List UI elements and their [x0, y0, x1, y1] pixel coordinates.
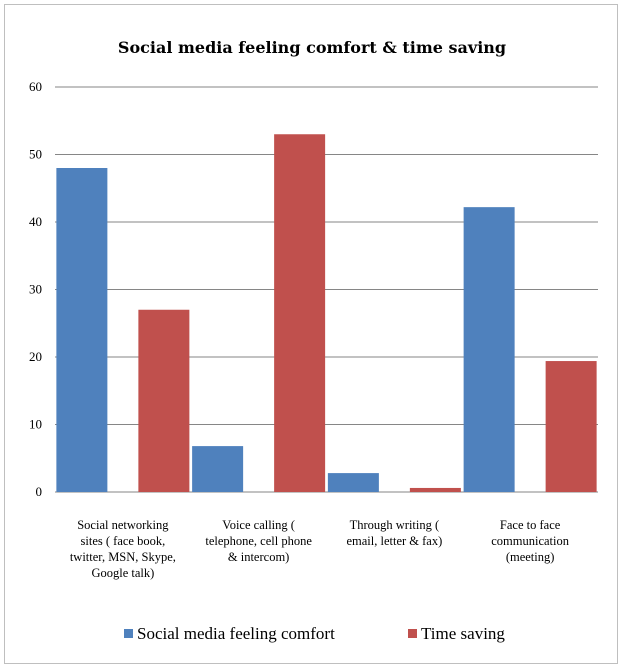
- x-category-label: Through writing (email, letter & fax): [346, 518, 442, 548]
- bar-time-saving: [138, 309, 190, 492]
- legend-swatch: [408, 629, 417, 638]
- y-tick-label: 20: [29, 349, 42, 364]
- chart-title: Social media feeling comfort & time savi…: [118, 38, 506, 57]
- x-category-label: Voice calling (telephone, cell phone & in…: [205, 518, 312, 564]
- x-category-label: Social networking sites ( face book, twitt…: [70, 518, 176, 580]
- y-axis-ticks: 0 10 20 30 40 50 60: [29, 79, 42, 499]
- bar-time-saving: [545, 361, 597, 492]
- bars: [56, 134, 597, 492]
- bar-time-saving: [274, 134, 326, 492]
- legend-label: Social media feeling comfort: [137, 624, 335, 643]
- bar-time-saving: [409, 487, 461, 492]
- x-category-label: Face to face communication (meeting): [491, 518, 570, 564]
- legend: Social media feeling comfort Time saving: [124, 624, 505, 643]
- y-tick-label: 50: [29, 147, 42, 162]
- bar-comfort: [192, 446, 244, 492]
- y-tick-label: 10: [29, 417, 42, 432]
- bar-comfort: [463, 207, 515, 492]
- bar-comfort: [56, 168, 108, 492]
- x-axis-labels: Social networking sites ( face book, twitt…: [70, 518, 570, 580]
- legend-swatch: [124, 629, 133, 638]
- legend-label: Time saving: [421, 624, 505, 643]
- y-tick-label: 30: [29, 282, 42, 297]
- bar-comfort: [327, 473, 379, 492]
- y-tick-label: 40: [29, 214, 42, 229]
- gridlines: [55, 86, 598, 493]
- y-tick-label: 60: [29, 79, 42, 94]
- y-tick-label: 0: [36, 484, 43, 499]
